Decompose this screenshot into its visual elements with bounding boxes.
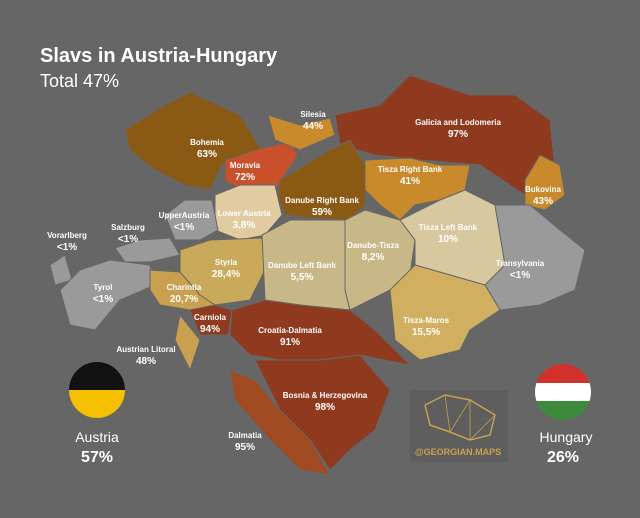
region-name: Galicia and Lodomeria <box>415 118 501 127</box>
region-value: 10% <box>438 234 458 245</box>
logo <box>410 390 508 462</box>
region-value: 43% <box>533 196 553 207</box>
title: Slavs in Austria-Hungary <box>40 45 278 67</box>
watermark: @GEORGIAN.MAPS <box>415 447 501 457</box>
region-value: 20,7% <box>170 294 198 305</box>
region-shape <box>267 114 336 151</box>
region-value: 48% <box>136 356 156 367</box>
legend-label: Hungary <box>540 429 593 445</box>
region-name: Dalmatia <box>228 431 262 440</box>
region-name: Bosnia & Herzegovina <box>283 391 368 400</box>
region-value: 41% <box>400 176 420 187</box>
region-name: Danube Left Bank <box>268 261 337 270</box>
region-value: 3,8% <box>233 220 256 231</box>
region-shape <box>124 91 263 191</box>
region-value: 72% <box>235 172 255 183</box>
region-value: 59% <box>312 207 332 218</box>
region-value: 91% <box>280 337 300 348</box>
region-name: Tisza Right Bank <box>378 165 443 174</box>
region-value: 94% <box>200 324 220 335</box>
region-name: Austrian Litoral <box>116 345 175 354</box>
region-name: Tisza Left Bank <box>419 223 478 232</box>
region-shape <box>229 299 412 366</box>
region-value: <1% <box>57 242 77 253</box>
region-name: Styria <box>215 258 238 267</box>
region-value: <1% <box>174 222 194 233</box>
region-shape <box>484 204 586 311</box>
region-shape <box>214 184 283 241</box>
region-value: 5,5% <box>291 272 314 283</box>
legend-label: Austria <box>75 429 119 445</box>
region-name: Tisza-Maros <box>403 316 450 325</box>
region-name: Bohemia <box>190 138 224 147</box>
legend-value: 57% <box>81 449 113 466</box>
region-value: 95% <box>235 442 255 453</box>
region-value: 28,4% <box>212 269 240 280</box>
region-value: 97% <box>448 129 468 140</box>
hungary-flag <box>535 364 591 420</box>
region-name: Salzburg <box>111 223 145 232</box>
region-value: <1% <box>510 270 530 281</box>
region-name: Silesia <box>300 110 326 119</box>
region-shape <box>189 304 233 336</box>
austria-flag <box>69 362 125 418</box>
region-name: Tyrol <box>94 283 113 292</box>
legend-value: 26% <box>547 449 579 466</box>
region-name: Lower Austria <box>217 209 271 218</box>
region-name: Transylvania <box>496 259 545 268</box>
region-value: <1% <box>93 294 113 305</box>
region-shape <box>229 369 331 476</box>
region-value: <1% <box>118 234 138 245</box>
region-name: UpperAustria <box>159 211 210 220</box>
region-value: 63% <box>197 149 217 160</box>
region-name: Carniola <box>194 313 227 322</box>
region-value: 44% <box>303 121 323 132</box>
region-name: Vorarlberg <box>47 231 87 240</box>
regions <box>49 74 586 476</box>
region-value: 8,2% <box>362 252 385 263</box>
region-name: Bukovina <box>525 185 562 194</box>
region-shape <box>174 313 201 372</box>
region-shape <box>277 139 366 221</box>
region-name: Danube Right Bank <box>285 196 359 205</box>
region-shape <box>164 199 219 241</box>
subtitle: Total 47% <box>40 71 119 91</box>
region-shape <box>389 264 501 361</box>
region-name: Croatia-Dalmatia <box>258 326 322 335</box>
region-name: Danube-Tisza <box>347 241 399 250</box>
region-name: Charintia <box>167 283 202 292</box>
region-value: 98% <box>315 402 335 413</box>
region-name: Moravia <box>230 161 261 170</box>
region-value: 15,5% <box>412 327 440 338</box>
